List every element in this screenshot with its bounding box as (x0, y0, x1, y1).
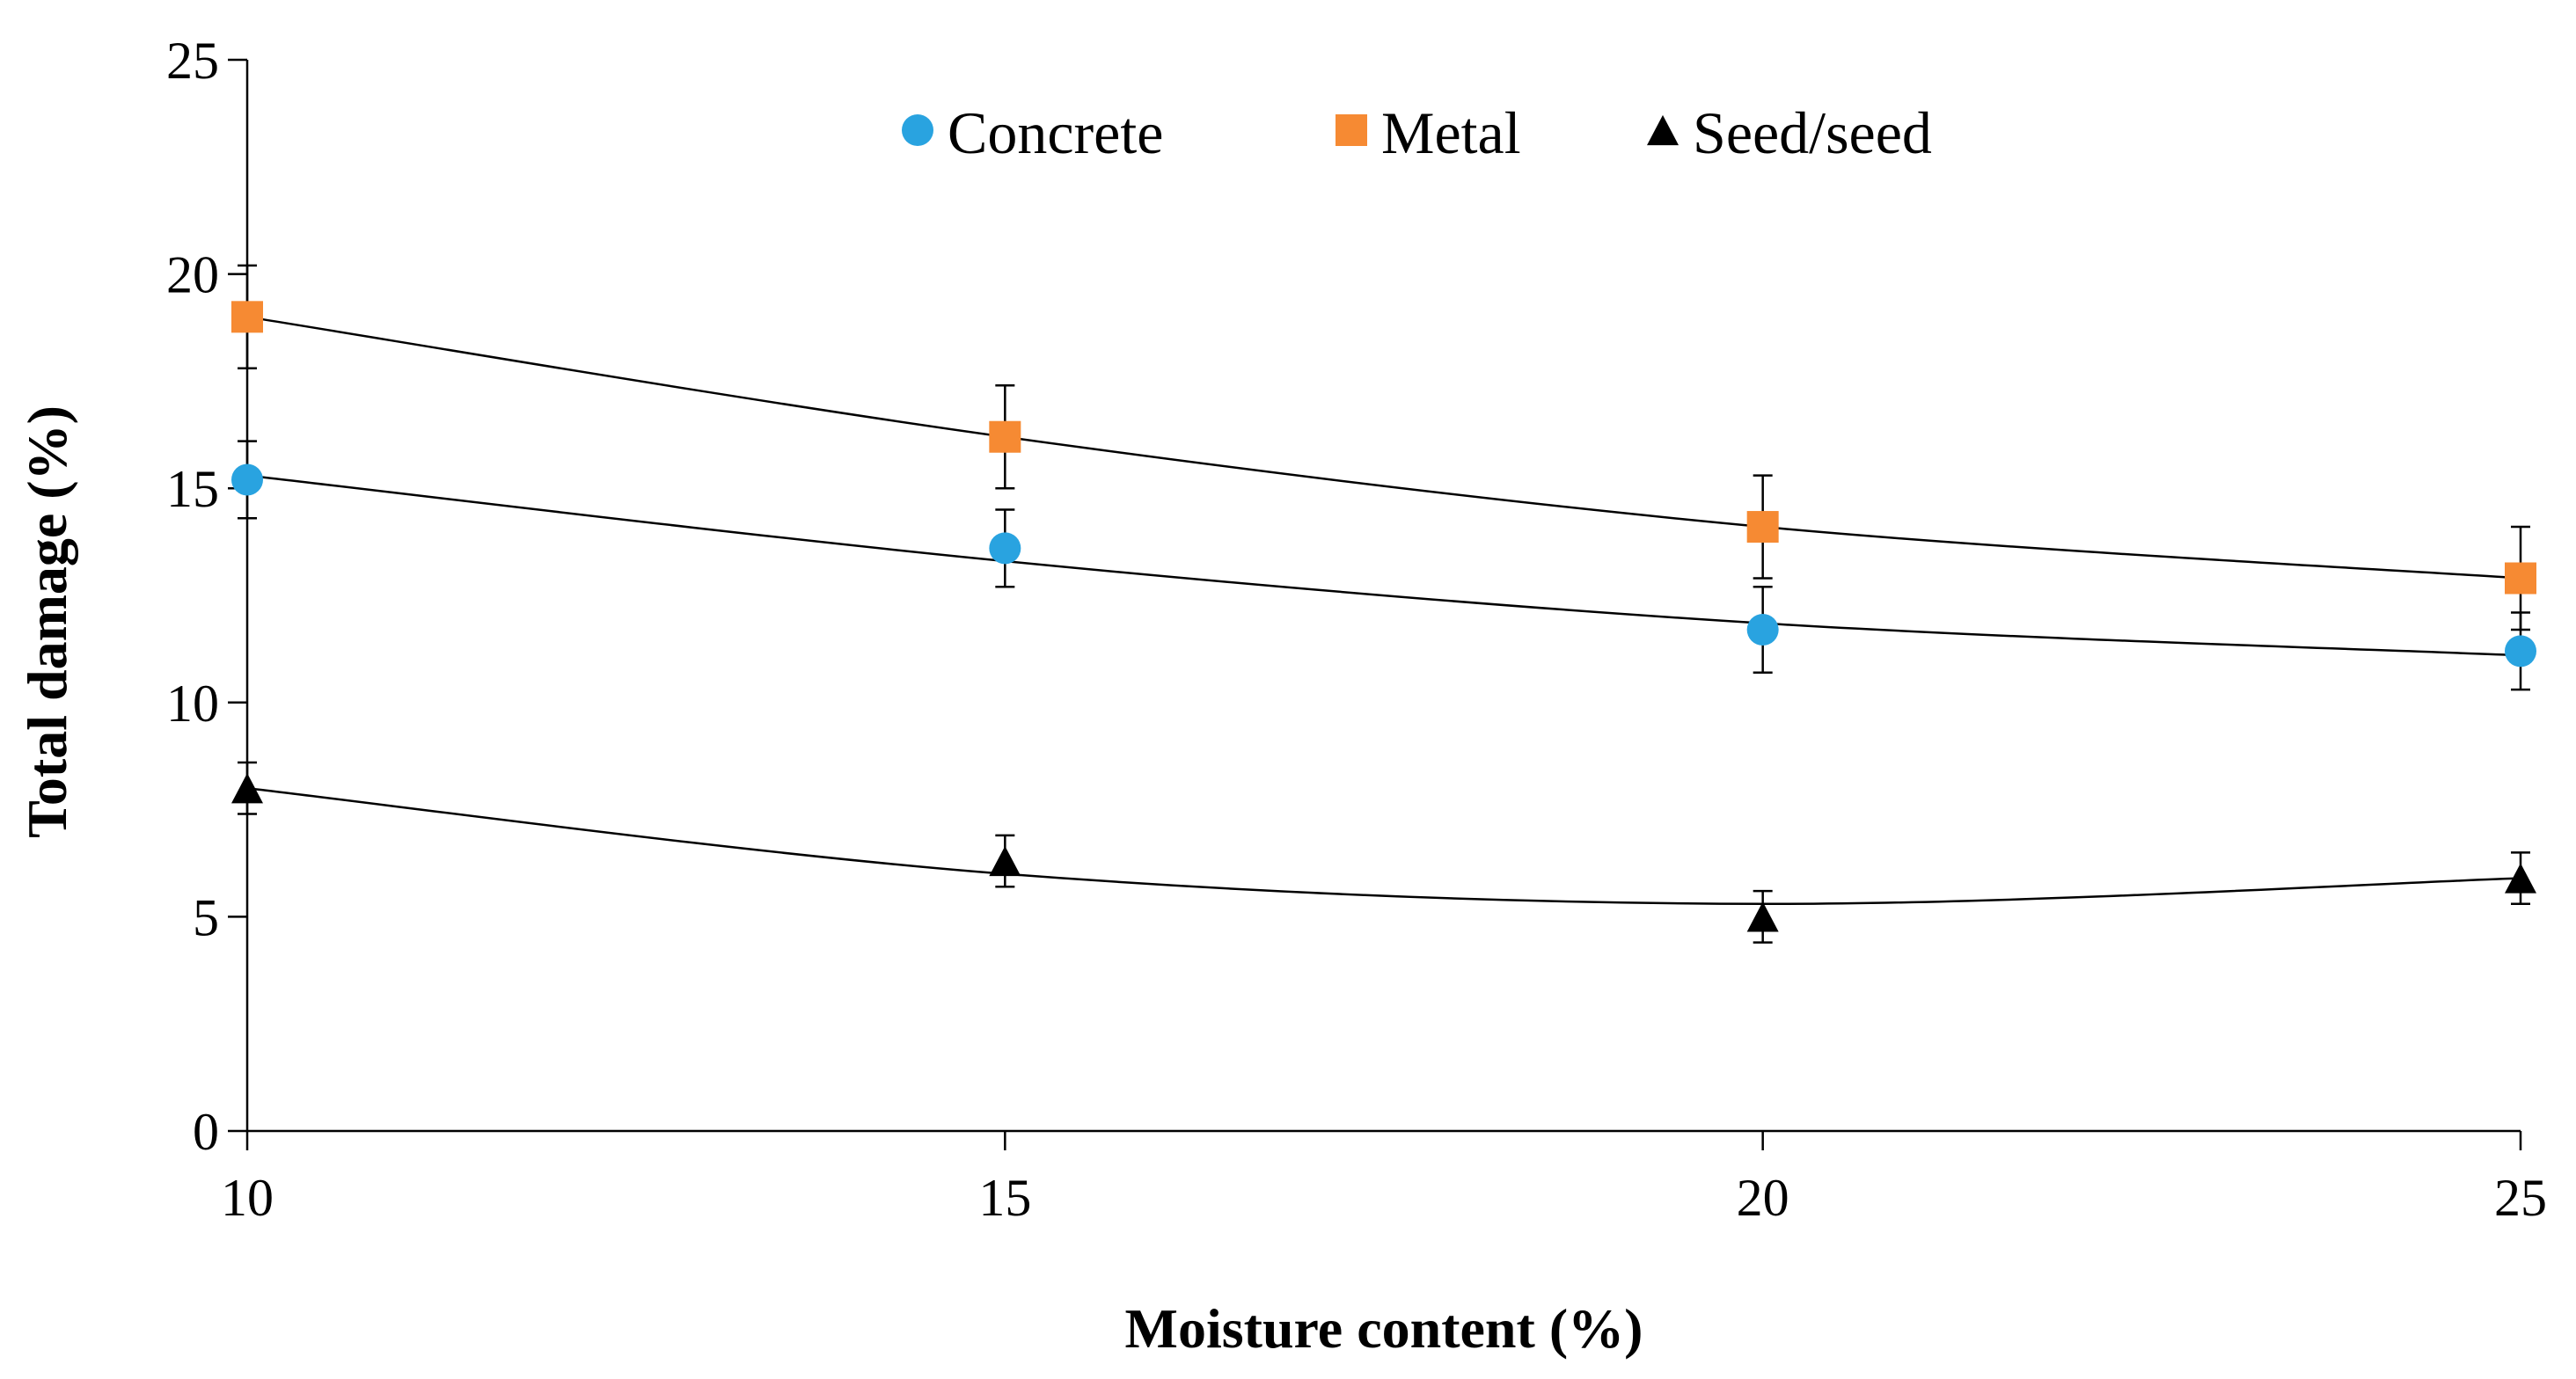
data-point-seed-seed (2505, 863, 2536, 894)
data-point-metal (231, 301, 263, 333)
markers-layer (231, 301, 2536, 932)
y-axis-title: Total damage (%) (16, 405, 78, 838)
x-tick-label: 25 (2494, 1169, 2547, 1227)
y-tick-label: 5 (193, 888, 219, 946)
data-point-concrete (2505, 635, 2536, 668)
data-point-concrete (1746, 613, 1779, 646)
y-tick-label: 0 (193, 1103, 219, 1161)
data-point-concrete (231, 463, 263, 496)
legend-marker-metal (1336, 114, 1367, 146)
trend-line-concrete (246, 474, 2521, 657)
data-point-metal (989, 420, 1021, 453)
data-point-seed-seed (1746, 901, 1779, 932)
legend-marker-concrete (902, 114, 933, 146)
x-tick-label: 15 (978, 1169, 1031, 1227)
data-point-seed-seed (231, 773, 263, 804)
x-tick-label: 10 (221, 1169, 274, 1227)
axes-layer: 0 5 10 15 20 25 10 15 20 25 (166, 32, 2547, 1227)
data-point-concrete (989, 532, 1021, 565)
data-point-metal (2505, 562, 2536, 595)
y-tick-label: 25 (166, 32, 219, 90)
legend-label-concrete: Concrete (948, 99, 1163, 166)
y-tick-label: 20 (166, 246, 219, 304)
x-axis-title: Moisture content (%) (1125, 1297, 1643, 1360)
legend-label-metal: Metal (1381, 99, 1521, 166)
trend-line-metal (246, 316, 2521, 580)
data-point-metal (1746, 511, 1779, 544)
error-bars-layer (238, 264, 2530, 944)
legend: Concrete Metal Seed/seed (902, 99, 1932, 166)
y-tick-label: 15 (166, 460, 219, 518)
legend-marker-seed-seed (1647, 114, 1679, 146)
legend-label-seed-seed: Seed/seed (1693, 99, 1932, 166)
x-tick-label: 20 (1737, 1169, 1789, 1227)
data-point-seed-seed (989, 845, 1021, 877)
trend-line-seed-seed (246, 786, 2521, 906)
y-tick-label: 10 (166, 675, 219, 733)
trend-lines-layer (246, 316, 2521, 906)
